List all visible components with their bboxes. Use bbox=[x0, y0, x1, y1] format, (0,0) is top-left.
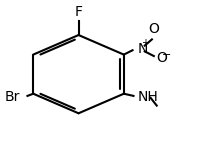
Text: O: O bbox=[148, 22, 159, 37]
Text: O: O bbox=[157, 51, 168, 65]
Text: +: + bbox=[142, 38, 150, 48]
Text: N: N bbox=[137, 42, 148, 56]
Text: F: F bbox=[75, 5, 83, 19]
Text: NH: NH bbox=[137, 90, 158, 104]
Text: −: − bbox=[161, 50, 171, 60]
Text: Br: Br bbox=[4, 90, 20, 104]
